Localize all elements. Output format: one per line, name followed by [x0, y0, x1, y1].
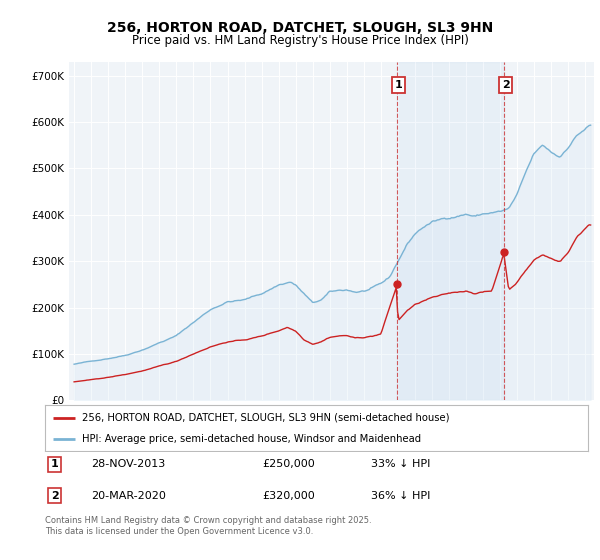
- Text: 2: 2: [502, 80, 509, 90]
- Text: £320,000: £320,000: [262, 491, 315, 501]
- Text: HPI: Average price, semi-detached house, Windsor and Maidenhead: HPI: Average price, semi-detached house,…: [82, 435, 421, 444]
- Text: 36% ↓ HPI: 36% ↓ HPI: [371, 491, 430, 501]
- Text: £250,000: £250,000: [262, 459, 315, 469]
- Text: 256, HORTON ROAD, DATCHET, SLOUGH, SL3 9HN: 256, HORTON ROAD, DATCHET, SLOUGH, SL3 9…: [107, 21, 493, 35]
- Text: Contains HM Land Registry data © Crown copyright and database right 2025.
This d: Contains HM Land Registry data © Crown c…: [45, 516, 371, 536]
- Text: 28-NOV-2013: 28-NOV-2013: [91, 459, 166, 469]
- Text: 1: 1: [51, 459, 59, 469]
- Text: 2: 2: [51, 491, 59, 501]
- Text: 1: 1: [394, 80, 402, 90]
- Text: 256, HORTON ROAD, DATCHET, SLOUGH, SL3 9HN (semi-detached house): 256, HORTON ROAD, DATCHET, SLOUGH, SL3 9…: [82, 413, 449, 423]
- Text: 33% ↓ HPI: 33% ↓ HPI: [371, 459, 430, 469]
- Text: Price paid vs. HM Land Registry's House Price Index (HPI): Price paid vs. HM Land Registry's House …: [131, 34, 469, 46]
- Bar: [397, 62, 504, 400]
- Text: 20-MAR-2020: 20-MAR-2020: [91, 491, 166, 501]
